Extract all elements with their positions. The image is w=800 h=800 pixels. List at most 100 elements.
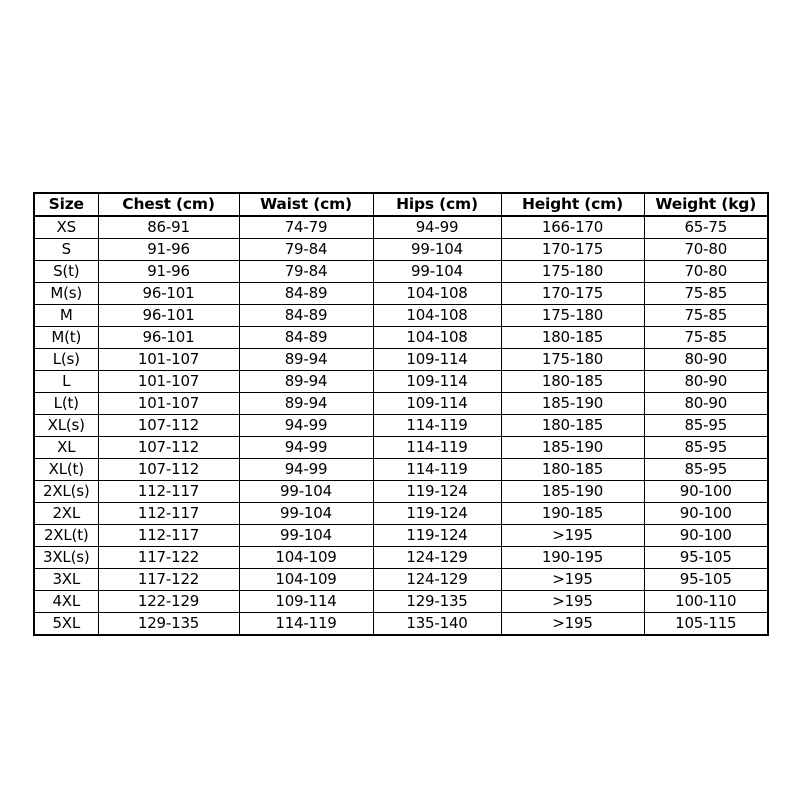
cell-chest: 101-107 — [97, 348, 240, 371]
cell-hips: 104-108 — [372, 304, 502, 327]
cell-weight: 85-95 — [643, 458, 769, 481]
cell-weight: 90-100 — [643, 480, 769, 503]
cell-hips: 129-135 — [372, 590, 502, 613]
cell-hips: 109-114 — [372, 392, 502, 415]
cell-height: 166-170 — [500, 215, 645, 239]
cell-height: 190-185 — [500, 502, 645, 525]
cell-weight: 75-85 — [643, 326, 769, 349]
cell-weight: 85-95 — [643, 414, 769, 437]
column-header-chest: Chest (cm) — [97, 192, 240, 217]
table-row: S(t) 91-96 79-84 99-104 175-180 70-80 — [33, 260, 769, 283]
table-row: 2XL 112-117 99-104 119-124 190-185 90-100 — [33, 502, 769, 525]
cell-chest: 107-112 — [97, 414, 240, 437]
cell-height: 180-185 — [500, 326, 645, 349]
cell-waist: 104-109 — [238, 568, 374, 591]
cell-chest: 112-117 — [97, 524, 240, 547]
cell-waist: 89-94 — [238, 370, 374, 393]
cell-waist: 99-104 — [238, 502, 374, 525]
cell-chest: 91-96 — [97, 260, 240, 283]
cell-weight: 70-80 — [643, 260, 769, 283]
cell-size: L(t) — [33, 392, 99, 415]
column-header-height: Height (cm) — [500, 192, 645, 217]
cell-hips: 124-129 — [372, 546, 502, 569]
cell-weight: 80-90 — [643, 370, 769, 393]
cell-weight: 70-80 — [643, 238, 769, 261]
cell-hips: 109-114 — [372, 348, 502, 371]
cell-weight: 100-110 — [643, 590, 769, 613]
cell-size: S — [33, 238, 99, 261]
table-row: M(t) 96-101 84-89 104-108 180-185 75-85 — [33, 326, 769, 349]
cell-size: 5XL — [33, 612, 99, 636]
cell-chest: 96-101 — [97, 304, 240, 327]
cell-height: >195 — [500, 612, 645, 636]
table-row: 4XL 122-129 109-114 129-135 >195 100-110 — [33, 590, 769, 613]
cell-weight: 80-90 — [643, 392, 769, 415]
cell-size: L — [33, 370, 99, 393]
cell-size: 2XL(t) — [33, 524, 99, 547]
column-header-hips: Hips (cm) — [372, 192, 502, 217]
cell-height: 175-180 — [500, 260, 645, 283]
cell-hips: 135-140 — [372, 612, 502, 636]
cell-chest: 112-117 — [97, 502, 240, 525]
cell-waist: 99-104 — [238, 480, 374, 503]
table-row: M 96-101 84-89 104-108 175-180 75-85 — [33, 304, 769, 327]
cell-chest: 122-129 — [97, 590, 240, 613]
table-row: M(s) 96-101 84-89 104-108 170-175 75-85 — [33, 282, 769, 305]
cell-height: 175-180 — [500, 304, 645, 327]
cell-weight: 90-100 — [643, 524, 769, 547]
cell-hips: 114-119 — [372, 436, 502, 459]
cell-hips: 124-129 — [372, 568, 502, 591]
cell-height: 190-195 — [500, 546, 645, 569]
cell-waist: 104-109 — [238, 546, 374, 569]
cell-chest: 96-101 — [97, 326, 240, 349]
cell-hips: 114-119 — [372, 414, 502, 437]
cell-hips: 99-104 — [372, 260, 502, 283]
column-header-size: Size — [33, 192, 99, 217]
cell-waist: 94-99 — [238, 414, 374, 437]
cell-hips: 119-124 — [372, 524, 502, 547]
cell-chest: 86-91 — [97, 215, 240, 239]
table-row: L(s) 101-107 89-94 109-114 175-180 80-90 — [33, 348, 769, 371]
cell-waist: 84-89 — [238, 282, 374, 305]
cell-size: 2XL — [33, 502, 99, 525]
cell-hips: 104-108 — [372, 282, 502, 305]
table-row: 2XL(t) 112-117 99-104 119-124 >195 90-100 — [33, 524, 769, 547]
cell-chest: 117-122 — [97, 568, 240, 591]
cell-waist: 109-114 — [238, 590, 374, 613]
cell-hips: 119-124 — [372, 502, 502, 525]
table-row: L 101-107 89-94 109-114 180-185 80-90 — [33, 370, 769, 393]
table-header: Size Chest (cm) Waist (cm) Hips (cm) Height … — [33, 192, 769, 217]
cell-hips: 104-108 — [372, 326, 502, 349]
cell-waist: 79-84 — [238, 238, 374, 261]
cell-height: 175-180 — [500, 348, 645, 371]
cell-height: >195 — [500, 590, 645, 613]
cell-weight: 85-95 — [643, 436, 769, 459]
cell-size: XS — [33, 215, 99, 239]
table-row: 5XL 129-135 114-119 135-140 >195 105-115 — [33, 612, 769, 636]
cell-height: 185-190 — [500, 392, 645, 415]
size-chart-table: Size Chest (cm) Waist (cm) Hips (cm) Height … — [33, 192, 769, 636]
cell-weight: 75-85 — [643, 304, 769, 327]
table-row: XL 107-112 94-99 114-119 185-190 85-95 — [33, 436, 769, 459]
cell-size: XL(s) — [33, 414, 99, 437]
cell-height: 180-185 — [500, 458, 645, 481]
cell-height: 180-185 — [500, 370, 645, 393]
cell-waist: 94-99 — [238, 458, 374, 481]
cell-waist: 79-84 — [238, 260, 374, 283]
cell-chest: 129-135 — [97, 612, 240, 636]
cell-chest: 101-107 — [97, 392, 240, 415]
cell-size: S(t) — [33, 260, 99, 283]
cell-chest: 112-117 — [97, 480, 240, 503]
table-body: XS 86-91 74-79 94-99 166-170 65-75 S 91-96 79-84… — [33, 215, 769, 636]
cell-hips: 94-99 — [372, 215, 502, 239]
cell-size: M — [33, 304, 99, 327]
cell-chest: 117-122 — [97, 546, 240, 569]
cell-height: 185-190 — [500, 480, 645, 503]
cell-size: 3XL(s) — [33, 546, 99, 569]
column-header-weight: Weight (kg) — [643, 192, 769, 217]
cell-weight: 80-90 — [643, 348, 769, 371]
cell-waist: 84-89 — [238, 304, 374, 327]
cell-height: 170-175 — [500, 238, 645, 261]
cell-chest: 107-112 — [97, 458, 240, 481]
table-row: 3XL 117-122 104-109 124-129 >195 95-105 — [33, 568, 769, 591]
